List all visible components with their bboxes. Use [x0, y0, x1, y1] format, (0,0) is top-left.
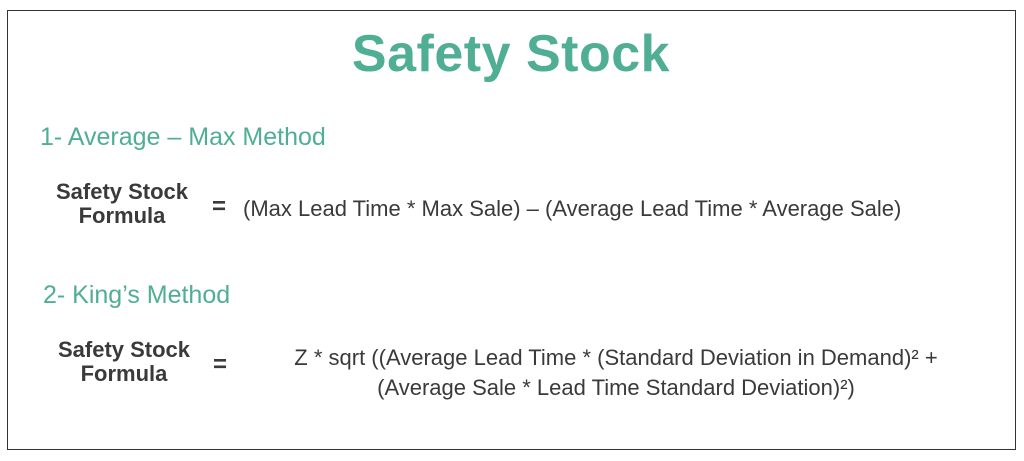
method-2-formula-line2: (Average Sale * Lead Time Standard Devia… — [377, 375, 855, 400]
content-frame — [7, 10, 1016, 450]
method-1-equals-sign: = — [212, 193, 227, 220]
method-1-label: Safety Stock Formula — [40, 180, 204, 228]
method-2-label-line1: Safety Stock — [57, 337, 191, 362]
page-title: Safety Stock — [351, 25, 671, 83]
method-2-formula-line1: Z * sqrt ((Average Lead Time * (Standard… — [294, 345, 938, 370]
method-2-formula: Z * sqrt ((Average Lead Time * (Standard… — [236, 343, 996, 403]
method-2-heading: 2- King’s Method — [43, 281, 231, 309]
method-1-label-line2: Formula — [78, 203, 166, 228]
method-1-label-line1: Safety Stock — [55, 179, 189, 204]
method-1-heading: 1- Average – Max Method — [40, 123, 326, 151]
method-1-formula: (Max Lead Time * Max Sale) – (Average Le… — [243, 196, 902, 221]
method-2-label-line2: Formula — [80, 361, 168, 386]
method-2-label: Safety Stock Formula — [42, 338, 206, 386]
method-2-equals-sign: = — [213, 351, 228, 378]
